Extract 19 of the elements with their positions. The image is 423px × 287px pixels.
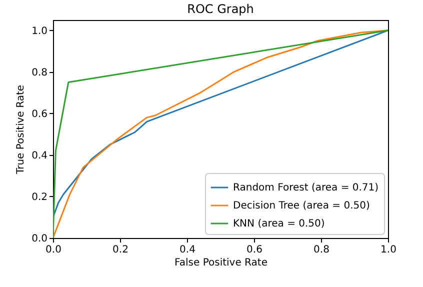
y-tick-label: 1.0 — [32, 26, 48, 37]
legend-label: Decision Tree (area = 0.50) — [233, 200, 370, 212]
x-tick-label: 0.4 — [180, 244, 196, 256]
x-axis-title: False Positive Rate — [174, 258, 268, 268]
y-tick-label: 0.0 — [32, 234, 48, 244]
legend-label: Random Forest (area = 0.71) — [233, 182, 379, 194]
x-tick-label: 0.2 — [112, 244, 128, 256]
y-tick-label: 0.8 — [32, 67, 48, 78]
y-tick-label: 0.2 — [32, 192, 48, 203]
x-tick-label: 0.6 — [246, 244, 262, 256]
y-tick-label: 0.4 — [32, 150, 48, 162]
y-axis-title: True Positive Rate — [16, 84, 27, 176]
line-series — [53, 30, 388, 238]
x-tick-label: 0.0 — [46, 244, 62, 256]
legend-label: KNN (area = 0.50) — [233, 218, 325, 230]
chart-title: ROC Graph — [187, 2, 254, 16]
x-tick-label: 0.8 — [314, 244, 330, 256]
x-tick-label: 1.0 — [380, 244, 396, 256]
y-tick-label: 0.6 — [32, 108, 48, 120]
